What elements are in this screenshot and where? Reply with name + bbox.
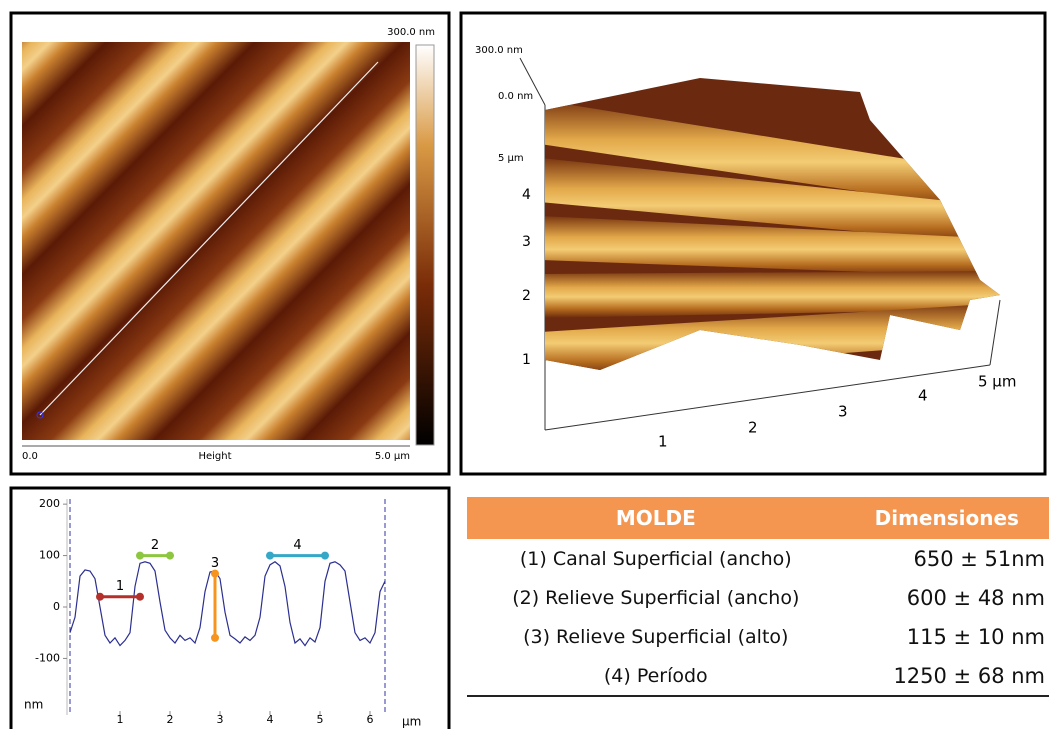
profile-start [36, 411, 44, 419]
x-start: 0.0 [22, 451, 38, 462]
profile-line [39, 61, 379, 416]
x-label: 5 µm [978, 373, 1016, 391]
axis-line [544, 364, 991, 431]
header-row: MOLDE Dimensiones [467, 497, 1049, 539]
profile-chart: -100 0 100 200 1 2 3 4 5 6 nm µm 1 2 3 4 [24, 497, 421, 728]
table-cell: (2) Relieve Superficial (ancho) [512, 586, 800, 609]
x-axis-label: µm [402, 715, 421, 729]
table-row: (4) Período 1250 ± 68 nm [467, 656, 1049, 697]
x-tick-label: 4 [267, 713, 274, 726]
x-label: Height [198, 451, 231, 462]
ridge [545, 216, 1000, 277]
axis-line [989, 299, 1001, 366]
x-label: 1 [658, 433, 668, 451]
x-label: 2 [748, 419, 758, 437]
table-cell: 600 ± 48 nm [906, 585, 1045, 610]
x-tick-label: 2 [167, 713, 174, 726]
table-cell: (1) Canal Superficial (ancho) [519, 547, 792, 570]
table-row: (1) Canal Superficial (ancho) 650 ± 51nm [467, 539, 1049, 578]
axis-line [519, 57, 546, 106]
header-cell: Dimensiones [844, 497, 1049, 539]
table-row: (3) Relieve Superficial (alto) 115 ± 10 n… [467, 617, 1049, 656]
y-label: 4 [522, 187, 531, 203]
annotation-label: 3 [211, 556, 219, 571]
x-end: 5.0 µm [375, 451, 410, 462]
annotation-label: 1 [116, 579, 124, 594]
y-tick-label: 100 [39, 549, 60, 562]
y-tick-label: -100 [35, 651, 60, 664]
ridge [545, 100, 1000, 213]
annotation-dot [136, 551, 144, 560]
y-label: 1 [522, 352, 531, 368]
dimensions-table: MOLDE Dimensiones (1) Canal Superficial (a… [467, 497, 1049, 697]
y-label: 5 µm [498, 153, 524, 164]
table-cell: 650 ± 51nm [913, 546, 1045, 571]
annotation-label: 2 [151, 538, 159, 553]
table-cell: (3) Relieve Superficial (alto) [523, 625, 789, 648]
panel-frame [9, 486, 451, 729]
x-tick-label: 1 [117, 713, 124, 726]
annotation-dot [266, 551, 274, 560]
color-max: 300.0 nm [387, 27, 435, 38]
afm-image [22, 42, 410, 440]
annotation-dot [211, 633, 219, 642]
table-cell: (4) Período [467, 656, 845, 697]
x-label: 3 [838, 403, 848, 421]
x-tick-label: 3 [217, 713, 224, 726]
y-axis-label: nm [24, 698, 43, 712]
profile-line [69, 561, 386, 647]
color-bar [415, 44, 435, 446]
y-tick-label: 0 [53, 600, 60, 613]
x-label: 4 [918, 387, 928, 405]
table-cell: 1250 ± 68 nm [844, 656, 1049, 697]
header-cell: MOLDE [467, 497, 845, 539]
y-label: 2 [522, 288, 531, 304]
z-label: 300.0 nm [475, 45, 523, 56]
x-tick-label: 5 [317, 713, 324, 726]
annotation-dot [166, 551, 174, 560]
ridge [545, 271, 1000, 318]
annotation-dot [96, 592, 104, 601]
annotation-dot [321, 551, 329, 560]
y-tick-label: 200 [39, 497, 60, 510]
annotation-dot [136, 592, 144, 601]
annotation-label: 4 [293, 538, 301, 553]
y-label: 3 [522, 234, 531, 250]
z-label: 0.0 nm [498, 91, 533, 102]
ridge [545, 158, 1000, 245]
table-cell: 115 ± 10 nm [906, 624, 1045, 649]
annotation-dot [211, 569, 219, 578]
x-tick-label: 6 [367, 713, 374, 726]
table-row: (2) Relieve Superficial (ancho) 600 ± 48 … [467, 578, 1049, 617]
